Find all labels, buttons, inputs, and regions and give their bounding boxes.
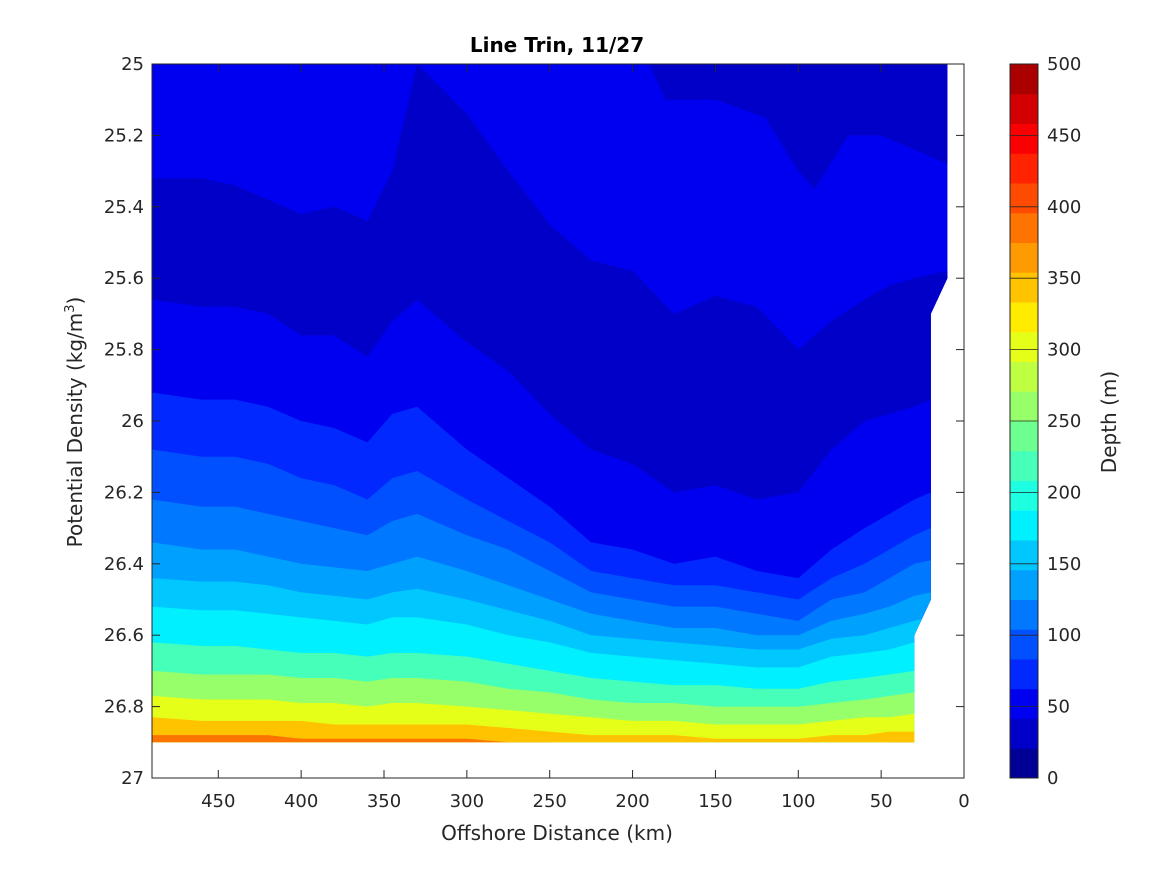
colorbar-swatch xyxy=(1010,93,1038,124)
colorbar-tick-label: 450 xyxy=(1047,125,1081,146)
colorbar-swatch xyxy=(1010,302,1038,333)
x-axis-label: Offshore Distance (km) xyxy=(441,821,673,845)
y-tick-label: 26.4 xyxy=(104,554,144,575)
colorbar-swatch xyxy=(1010,123,1038,154)
colorbar-swatch xyxy=(1010,450,1038,481)
colorbar-tick-label: 200 xyxy=(1047,482,1081,503)
colorbar-swatch xyxy=(1010,242,1038,273)
y-axis-label-end: ) xyxy=(63,297,87,305)
y-axis-label-main: Potential Density (kg/m xyxy=(63,313,87,548)
colorbar-swatch xyxy=(1010,569,1038,600)
colorbar-swatch xyxy=(1010,183,1038,214)
colorbar-swatch xyxy=(1010,212,1038,243)
y-axis: 25 25.2 25.4 25.6 25.8 26 26.2 26.4 26.6 26.8 27 xyxy=(104,54,964,789)
y-axis-label-superscript: 3 xyxy=(63,304,78,312)
x-tick-label: 250 xyxy=(533,791,567,812)
colorbar-swatch xyxy=(1010,421,1038,452)
colorbar-swatch xyxy=(1010,718,1038,749)
y-tick-label: 26.8 xyxy=(104,697,144,718)
contour-fill xyxy=(152,64,948,743)
x-tick-label: 450 xyxy=(201,791,235,812)
chart-title: Line Trin, 11/27 xyxy=(470,33,644,57)
colorbar-swatch xyxy=(1010,599,1038,630)
colorbar-label: Depth (m) xyxy=(1097,371,1121,473)
colorbar-swatch xyxy=(1010,331,1038,362)
colorbar-swatch xyxy=(1010,480,1038,511)
colorbar-tick-label: 500 xyxy=(1047,54,1081,75)
x-tick-label: 50 xyxy=(870,791,893,812)
colorbar-swatch xyxy=(1010,748,1038,779)
colorbar-swatch xyxy=(1010,361,1038,392)
colorbar-swatch xyxy=(1010,629,1038,660)
y-tick-label: 26.6 xyxy=(104,625,144,646)
y-tick-label: 26 xyxy=(121,411,144,432)
colorbar-tick-label: 250 xyxy=(1047,411,1081,432)
x-tick-label: 300 xyxy=(450,791,484,812)
y-tick-label: 25.6 xyxy=(104,268,144,289)
x-tick-label: 400 xyxy=(284,791,318,812)
x-tick-label: 100 xyxy=(781,791,815,812)
x-tick-label: 350 xyxy=(367,791,401,812)
y-axis-label: Potential Density (kg/m3) xyxy=(63,297,87,548)
colorbar-swatch xyxy=(1010,510,1038,541)
colorbar-swatch xyxy=(1010,153,1038,184)
x-axis: 450 400 350 300 250 200 150 100 50 0 xyxy=(201,64,970,812)
colorbar-swatch xyxy=(1010,391,1038,422)
colorbar-swatch xyxy=(1010,659,1038,690)
x-tick-label: 150 xyxy=(698,791,732,812)
colorbar-swatch xyxy=(1010,272,1038,303)
y-tick-label: 27 xyxy=(121,768,144,789)
colorbar-tick-label: 150 xyxy=(1047,554,1081,575)
y-tick-label: 25.2 xyxy=(104,125,144,146)
y-tick-label: 25 xyxy=(121,54,144,75)
colorbar-tick-label: 100 xyxy=(1047,625,1081,646)
colorbar-swatch xyxy=(1010,64,1038,95)
colorbar-swatch xyxy=(1010,540,1038,571)
colorbar-tick-label: 400 xyxy=(1047,197,1081,218)
colorbar-tick-label: 350 xyxy=(1047,268,1081,289)
colorbar-tick-label: 300 xyxy=(1047,340,1081,361)
x-tick-label: 0 xyxy=(958,791,969,812)
colorbar-swatch xyxy=(1010,688,1038,719)
contour-band xyxy=(649,64,948,189)
plot-area: 450 400 350 300 250 200 150 100 50 0 2525.225.425… xyxy=(104,54,970,812)
x-tick-label: 200 xyxy=(615,791,649,812)
colorbar-tick-label: 50 xyxy=(1047,697,1070,718)
y-tick-label: 26.2 xyxy=(104,482,144,503)
colorbar: 0 50 100 150 200 250 300 350 400 450 500 xyxy=(1009,54,1081,789)
colorbar-tick-label: 0 xyxy=(1047,768,1058,789)
y-tick-label: 25.8 xyxy=(104,340,144,361)
y-tick-label: 25.4 xyxy=(104,197,144,218)
